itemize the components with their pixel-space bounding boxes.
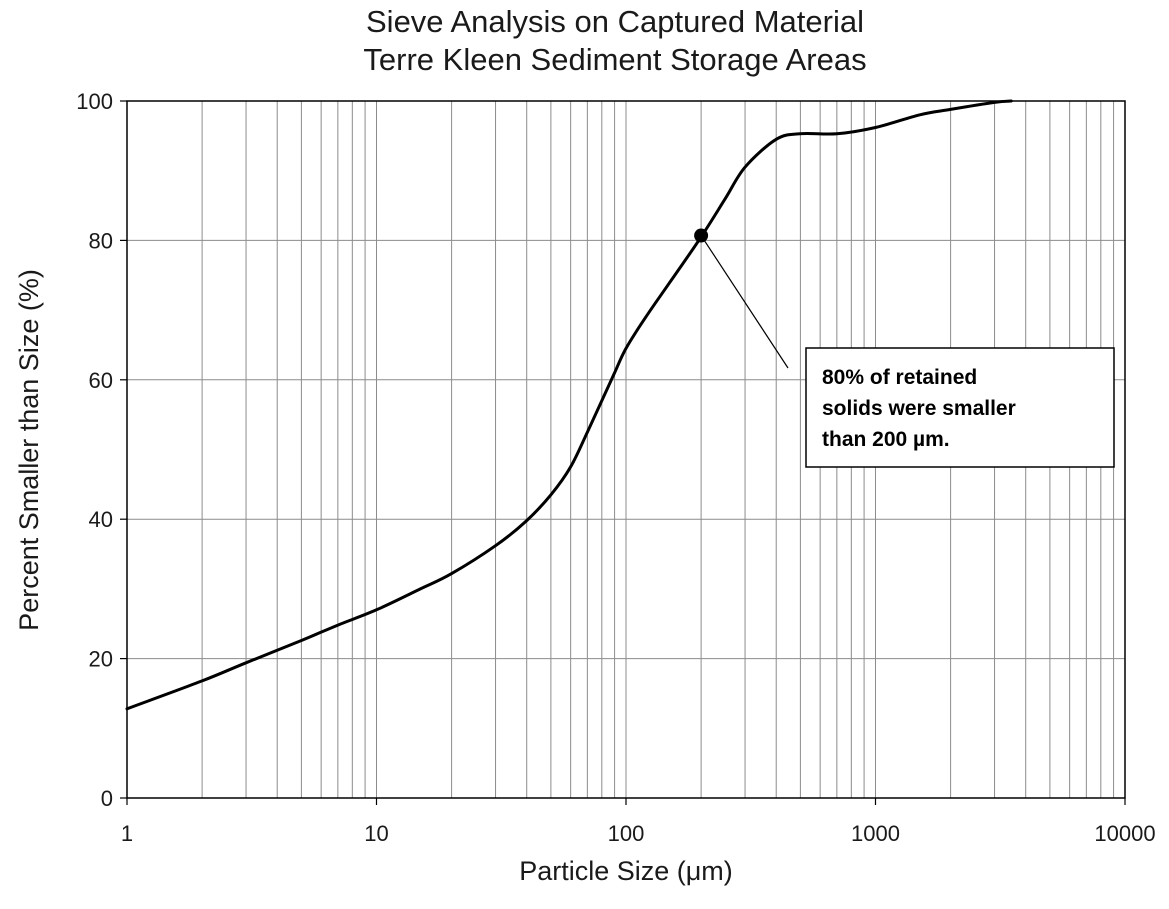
y-tick-label: 0 [101,786,113,811]
chart-subtitle: Terre Kleen Sediment Storage Areas [363,42,866,77]
y-tick-label: 20 [89,647,113,672]
x-tick-label: 1000 [851,821,900,846]
chart-title: Sieve Analysis on Captured Material [366,4,864,39]
annotation-leader-line [700,235,789,369]
x-tick-label: 100 [608,821,645,846]
y-tick-label: 100 [76,89,113,114]
y-axis-label: Percent Smaller than Size (%) [14,269,44,631]
y-tick-label: 60 [89,368,113,393]
x-tick-labels: 1 10 100 1000 10000 [121,821,1156,846]
y-tick-labels: 0 20 40 60 80 100 [76,89,113,811]
plot-area-frame [126,100,1126,799]
y-tick-label: 40 [89,507,113,532]
cumulative-size-curve [125,99,1013,711]
x-tick-label: 1 [121,821,133,846]
axis-ticks [120,100,1126,805]
annotation-callout: 80% of retained solids were smaller than… [805,347,1115,468]
x-tick-label: 10 [364,821,388,846]
annotation-box [805,347,1115,468]
x-axis-label: Particle Size (μm) [519,856,733,886]
annotation-line-3: than 200 µm. [822,428,950,451]
x-tick-label: 10000 [1094,821,1155,846]
y-tick-label: 80 [89,228,113,253]
annotation-line-1: 80% of retained [822,366,977,389]
annotation-line-2: solids were smaller [822,397,1016,420]
